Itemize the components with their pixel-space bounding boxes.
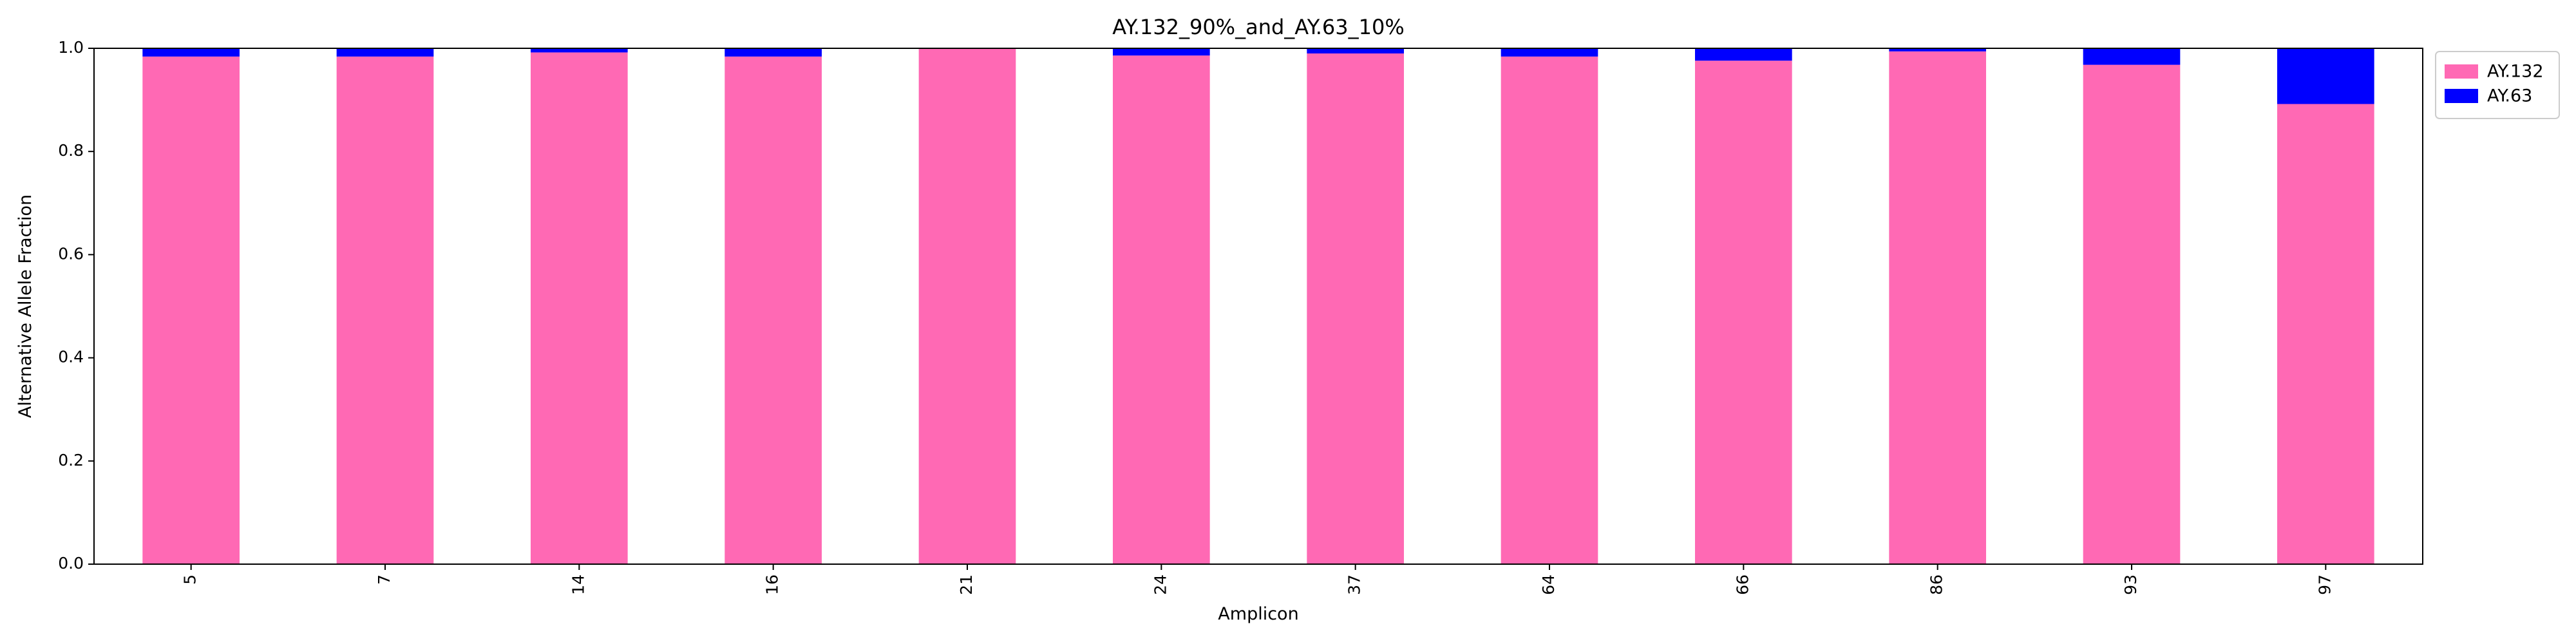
y-tick-label: 0.6 (58, 244, 84, 263)
x-tick-label: 86 (1927, 574, 1946, 595)
bar-ay-63-amplicon-16 (724, 48, 822, 57)
bar-ay-63-amplicon-93 (2083, 48, 2181, 65)
x-tick-label: 37 (1345, 574, 1364, 595)
x-axis-label: Amplicon (1218, 604, 1298, 624)
x-tick-label: 5 (181, 574, 200, 585)
bar-ay-63-amplicon-24 (1113, 48, 1210, 56)
bar-ay-132-amplicon-24 (1113, 55, 1210, 565)
plot-frame (93, 48, 2423, 565)
bar-ay-132-amplicon-21 (918, 48, 1016, 564)
bar-ay-63-amplicon-64 (1501, 48, 1598, 57)
x-tick-label: 66 (1733, 574, 1752, 595)
x-tick-label: 64 (1539, 574, 1558, 595)
bar-ay-63-amplicon-37 (1307, 48, 1404, 54)
bar-ay-132-amplicon-97 (2277, 104, 2374, 564)
bar-ay-63-amplicon-7 (336, 48, 434, 57)
y-tick-label: 0.2 (58, 451, 84, 469)
y-tick-label: 0.4 (58, 348, 84, 366)
x-tick-label: 16 (763, 574, 782, 595)
y-tick-label: 0.8 (58, 141, 84, 160)
bar-ay-132-amplicon-86 (1889, 51, 1986, 564)
bar-ay-63-amplicon-14 (531, 48, 628, 53)
bar-ay-132-amplicon-14 (531, 52, 628, 564)
x-tick-label: 14 (569, 574, 587, 595)
bar-ay-132-amplicon-37 (1307, 53, 1404, 564)
chart-title: AY.132_90%_and_AY.63_10% (1112, 15, 1405, 39)
y-axis: 0.0 0.2 0.4 0.6 0.8 1.0 (58, 38, 94, 573)
x-tick-label: 93 (2121, 574, 2140, 595)
bar-ay-132-amplicon-93 (2083, 64, 2181, 564)
legend-label-ay-63: AY.63 (2487, 86, 2532, 106)
legend-swatch-ay-63 (2445, 89, 2478, 103)
x-tick-label: 7 (375, 574, 393, 585)
bar-ay-132-amplicon-64 (1501, 56, 1598, 565)
bar-ay-132-amplicon-16 (724, 56, 822, 565)
bar-ay-63-amplicon-97 (2277, 48, 2374, 104)
legend-swatch-ay-132 (2445, 64, 2478, 79)
bar-ay-63-amplicon-66 (1695, 48, 1792, 61)
y-tick-label: 1.0 (58, 38, 84, 57)
x-tick-label: 21 (957, 574, 976, 595)
legend: AY.132 AY.63 (2435, 51, 2560, 119)
y-tick-label: 0.0 (58, 554, 84, 573)
bar-ay-132-amplicon-5 (142, 56, 240, 565)
bar-ay-63-amplicon-5 (142, 48, 240, 57)
legend-label-ay-132: AY.132 (2487, 62, 2544, 82)
x-tick-label: 24 (1151, 574, 1170, 595)
bar-ay-63-amplicon-86 (1889, 48, 1986, 52)
bar-ay-132-amplicon-7 (336, 56, 434, 565)
bars-layer (142, 48, 2374, 565)
bar-ay-132-amplicon-66 (1695, 61, 1792, 564)
y-axis-label: Alternative Allele Fraction (15, 194, 35, 418)
x-axis: 5 7 14 16 21 24 37 64 66 86 93 97 (181, 564, 2334, 595)
x-tick-label: 97 (2315, 574, 2334, 595)
